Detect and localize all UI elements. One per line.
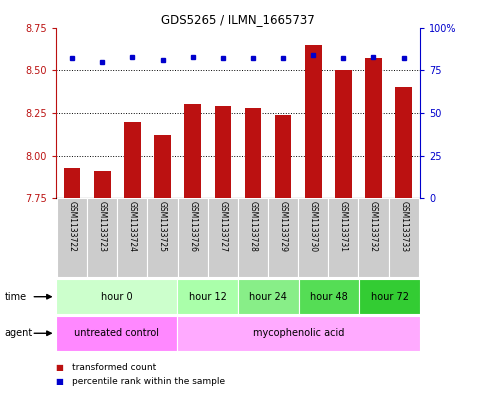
Bar	[305, 44, 322, 198]
Bar	[64, 168, 80, 198]
Text: GSM1133727: GSM1133727	[218, 201, 227, 252]
Text: GSM1133733: GSM1133733	[399, 201, 408, 252]
Bar	[177, 316, 420, 351]
Text: percentile rank within the sample: percentile rank within the sample	[72, 377, 226, 386]
Text: hour 0: hour 0	[100, 292, 132, 302]
Bar	[335, 70, 352, 198]
Text: time: time	[5, 292, 27, 302]
Text: GSM1133731: GSM1133731	[339, 201, 348, 252]
Bar	[238, 279, 298, 314]
Text: transformed count: transformed count	[72, 363, 156, 372]
Bar	[177, 279, 238, 314]
Bar	[178, 198, 208, 277]
Text: GSM1133726: GSM1133726	[188, 201, 197, 252]
Text: GSM1133724: GSM1133724	[128, 201, 137, 252]
Text: untreated control: untreated control	[74, 328, 159, 338]
Text: hour 72: hour 72	[371, 292, 409, 302]
Bar	[358, 198, 388, 277]
Text: hour 24: hour 24	[249, 292, 287, 302]
Bar	[298, 279, 359, 314]
Bar	[328, 198, 358, 277]
Bar	[365, 58, 382, 198]
Text: ■: ■	[56, 363, 63, 372]
Text: agent: agent	[5, 328, 33, 338]
Bar	[268, 198, 298, 277]
Bar	[359, 279, 420, 314]
Text: ■: ■	[56, 377, 63, 386]
Text: hour 12: hour 12	[188, 292, 227, 302]
Bar	[275, 115, 291, 198]
Bar	[298, 198, 328, 277]
Bar	[245, 108, 261, 198]
Text: GSM1133722: GSM1133722	[68, 201, 77, 252]
Bar	[56, 279, 177, 314]
Bar	[154, 135, 171, 198]
Bar	[56, 316, 177, 351]
Bar	[214, 106, 231, 198]
Text: GSM1133723: GSM1133723	[98, 201, 107, 252]
Bar	[147, 198, 178, 277]
Bar	[238, 198, 268, 277]
Bar	[208, 198, 238, 277]
Bar	[87, 198, 117, 277]
Text: GSM1133729: GSM1133729	[279, 201, 287, 252]
Text: GSM1133725: GSM1133725	[158, 201, 167, 252]
Bar	[388, 198, 419, 277]
Text: mycophenolic acid: mycophenolic acid	[253, 328, 344, 338]
Text: hour 48: hour 48	[310, 292, 348, 302]
Text: GSM1133730: GSM1133730	[309, 201, 318, 252]
Title: GDS5265 / ILMN_1665737: GDS5265 / ILMN_1665737	[161, 13, 315, 26]
Bar	[117, 198, 147, 277]
Bar	[185, 105, 201, 198]
Bar	[124, 121, 141, 198]
Bar	[94, 171, 111, 198]
Bar	[396, 87, 412, 198]
Bar	[57, 198, 87, 277]
Text: GSM1133728: GSM1133728	[248, 201, 257, 252]
Text: GSM1133732: GSM1133732	[369, 201, 378, 252]
